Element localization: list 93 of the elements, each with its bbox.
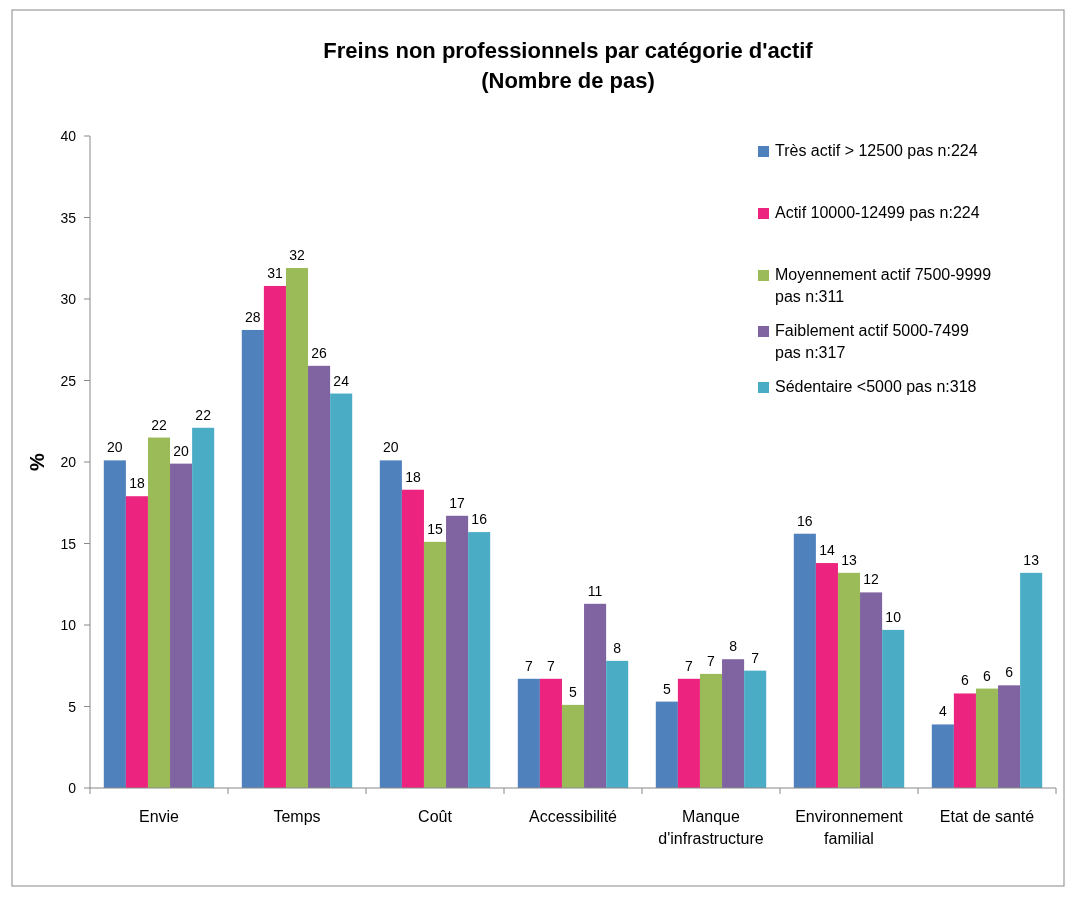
y-tick-label: 30 (60, 291, 77, 307)
data-label: 16 (797, 512, 813, 529)
legend-label: Sédentaire <5000 pas n:318 (775, 378, 977, 395)
data-label: 24 (333, 372, 350, 389)
data-label: 6 (1005, 664, 1014, 681)
data-label: 7 (524, 657, 533, 674)
data-label: 5 (662, 680, 671, 697)
data-label: 8 (729, 638, 738, 655)
bar (998, 685, 1021, 788)
bar (837, 572, 861, 788)
bar (931, 724, 954, 788)
bar (815, 563, 838, 788)
bar (561, 704, 585, 788)
chart-title: Freins non professionnels par catégorie d'actif (Nombre de pas) (323, 38, 814, 93)
data-label: 32 (289, 247, 305, 264)
y-tick-label: 35 (60, 209, 77, 226)
bar (1020, 572, 1043, 788)
bar (125, 496, 148, 788)
y-tick-label: 10 (60, 617, 77, 633)
data-label: 17 (449, 494, 466, 511)
y-axis-title: % (26, 452, 48, 471)
x-tick-label: Temps (273, 808, 321, 825)
x-tick-label: Accessibilité (528, 808, 618, 825)
data-label: 26 (311, 344, 328, 361)
bar (423, 541, 447, 788)
x-tick-label: Manque d'infrastructure (658, 808, 764, 847)
data-label: 7 (707, 652, 716, 669)
data-label: 20 (173, 442, 190, 459)
data-label: 12 (863, 571, 880, 588)
y-tick-label: 25 (60, 372, 77, 389)
bar (722, 659, 745, 788)
legend-label: Très actif > 12500 pas n:224 (775, 142, 978, 159)
data-label: 10 (885, 608, 902, 625)
data-label: 28 (245, 308, 261, 325)
data-label: 18 (129, 475, 145, 492)
y-tick-label: 40 (60, 128, 77, 144)
x-tick-label: Etat de santé (939, 808, 1035, 825)
bar (468, 532, 491, 788)
bar (584, 603, 607, 788)
data-label: 5 (569, 683, 578, 700)
legend-label: Actif 10000-12499 pas n:224 (775, 204, 980, 221)
legend-label: Faiblement actif 5000-7499 pas n:317 (775, 322, 969, 361)
bar (606, 660, 629, 788)
bar (539, 678, 562, 788)
bar (744, 670, 767, 788)
bar (170, 463, 193, 788)
data-label: 7 (751, 649, 760, 666)
y-tick-label: 20 (60, 454, 77, 470)
data-label: 13 (1023, 551, 1040, 568)
bar (860, 592, 883, 788)
bar (655, 701, 678, 788)
bar (285, 268, 309, 788)
data-label: 22 (195, 406, 212, 423)
bar (308, 365, 331, 788)
bar (677, 678, 700, 788)
data-label: 31 (267, 264, 283, 281)
x-tick-label: Environnement familial (795, 808, 904, 847)
data-label: 16 (471, 511, 488, 528)
bar (103, 460, 126, 788)
data-label: 14 (819, 542, 835, 559)
bar (263, 285, 286, 788)
bar (241, 329, 264, 788)
x-tick-label: Envie (138, 808, 180, 825)
x-tick-label: Coût (418, 808, 453, 825)
bar (446, 515, 469, 788)
bar (379, 460, 402, 788)
data-label: 18 (405, 468, 421, 485)
data-label: 11 (587, 582, 603, 599)
data-label: 20 (383, 439, 399, 456)
bar (953, 693, 976, 788)
data-label: 4 (938, 703, 947, 720)
bar (401, 489, 424, 788)
bar (330, 393, 353, 788)
legend-label: Moyennement actif 7500-9999 pas n:311 (775, 266, 992, 305)
data-label: 7 (685, 657, 694, 674)
y-tick-label: 15 (60, 535, 77, 552)
data-label: 15 (427, 520, 443, 537)
y-tick-label: 0 (68, 780, 77, 796)
data-label: 6 (961, 672, 970, 689)
bar (192, 427, 215, 788)
bar (147, 437, 171, 788)
bar (793, 533, 816, 788)
data-label: 8 (613, 639, 622, 656)
data-label: 22 (151, 416, 167, 433)
bar (517, 678, 540, 788)
bar (882, 629, 905, 788)
data-label: 6 (983, 667, 992, 684)
y-tick-label: 5 (68, 698, 77, 715)
bar (699, 673, 723, 788)
data-label: 7 (547, 657, 556, 674)
data-label: 20 (107, 439, 123, 456)
data-label: 13 (841, 551, 857, 568)
bar (975, 688, 999, 788)
